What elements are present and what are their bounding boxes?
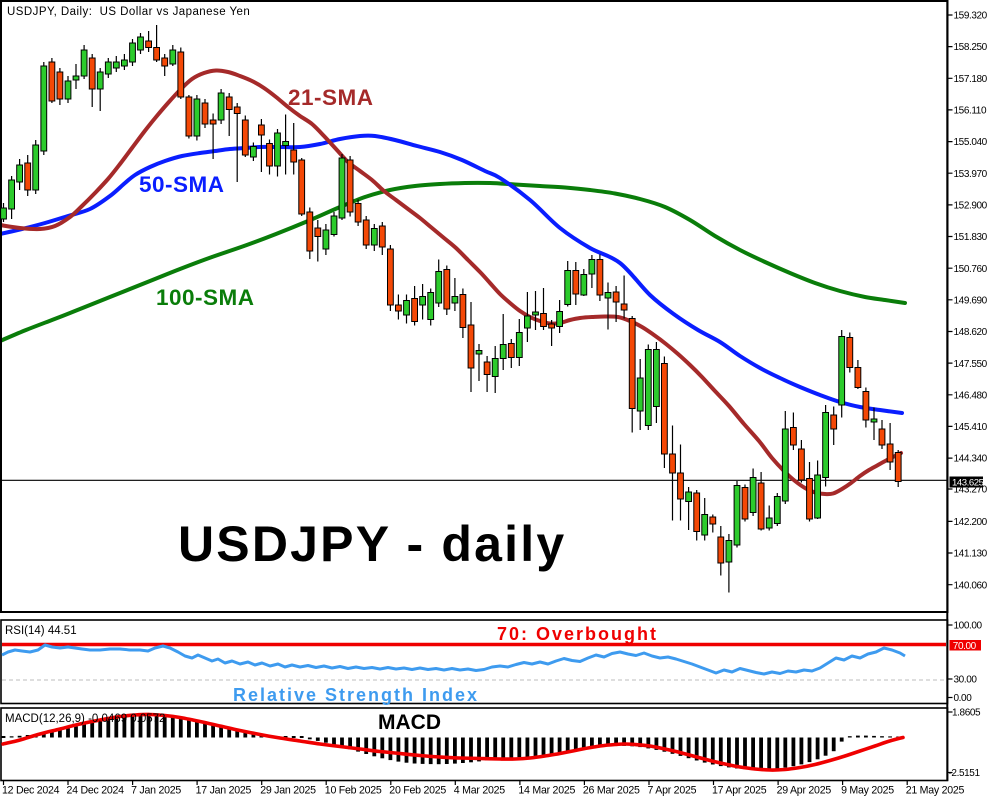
svg-text:26 Mar 2025: 26 Mar 2025 <box>583 785 640 797</box>
svg-text:30.00: 30.00 <box>954 675 978 686</box>
svg-text:7 Apr 2025: 7 Apr 2025 <box>648 785 697 797</box>
svg-text:7 Jan 2025: 7 Jan 2025 <box>131 785 181 797</box>
svg-text:140.060: 140.060 <box>954 580 988 591</box>
svg-text:149.690: 149.690 <box>954 295 988 306</box>
svg-text:153.970: 153.970 <box>954 169 988 180</box>
svg-text:USDJPY, Daily: US Dollar vs J: USDJPY, Daily: US Dollar vs Japanese Yen <box>7 6 250 18</box>
svg-text:157.180: 157.180 <box>954 74 988 85</box>
svg-text:50-SMA: 50-SMA <box>139 172 225 197</box>
svg-text:148.620: 148.620 <box>954 327 988 338</box>
svg-text:21 May 2025: 21 May 2025 <box>906 785 965 797</box>
svg-text:10 Feb 2025: 10 Feb 2025 <box>325 785 382 797</box>
svg-text:150.760: 150.760 <box>954 264 988 275</box>
svg-text:143.270: 143.270 <box>954 485 988 496</box>
svg-text:12 Dec 2024: 12 Dec 2024 <box>2 785 60 797</box>
svg-text:RSI(14) 44.51: RSI(14) 44.51 <box>5 625 77 637</box>
svg-text:0.00: 0.00 <box>954 693 973 704</box>
svg-text:146.480: 146.480 <box>954 390 988 401</box>
svg-text:100-SMA: 100-SMA <box>156 285 255 310</box>
svg-text:142.200: 142.200 <box>954 517 988 528</box>
svg-text:141.130: 141.130 <box>954 549 988 560</box>
svg-text:151.830: 151.830 <box>954 232 988 243</box>
svg-text:159.320: 159.320 <box>954 11 988 22</box>
svg-text:4 Mar 2025: 4 Mar 2025 <box>454 785 505 797</box>
svg-text:155.040: 155.040 <box>954 137 988 148</box>
svg-text:24 Dec 2024: 24 Dec 2024 <box>67 785 125 797</box>
svg-text:143.625: 143.625 <box>952 477 984 488</box>
svg-text:20 Feb 2025: 20 Feb 2025 <box>389 785 446 797</box>
svg-text:21-SMA: 21-SMA <box>288 85 374 110</box>
svg-text:MACD(12,26,9) -0.0469 0.0572: MACD(12,26,9) -0.0469 0.0572 <box>5 713 165 725</box>
svg-text:29 Jan 2025: 29 Jan 2025 <box>260 785 316 797</box>
svg-text:158.250: 158.250 <box>954 42 988 53</box>
svg-text:29 Apr 2025: 29 Apr 2025 <box>777 785 832 797</box>
svg-text:144.340: 144.340 <box>954 454 988 465</box>
svg-text:-2.5151: -2.5151 <box>949 768 981 779</box>
svg-text:1.8605: 1.8605 <box>952 708 981 719</box>
svg-text:145.410: 145.410 <box>954 422 988 433</box>
svg-text:147.550: 147.550 <box>954 359 988 370</box>
svg-text:156.110: 156.110 <box>954 106 987 117</box>
svg-text:70: Overbought: 70: Overbought <box>497 624 658 644</box>
svg-text:MACD: MACD <box>378 711 441 734</box>
svg-text:Relative Strength Index: Relative Strength Index <box>233 685 479 705</box>
svg-text:14 Mar 2025: 14 Mar 2025 <box>518 785 575 797</box>
svg-text:70.00: 70.00 <box>953 641 977 652</box>
svg-text:17 Apr 2025: 17 Apr 2025 <box>712 785 767 797</box>
svg-text:100.00: 100.00 <box>954 621 983 632</box>
svg-text:17 Jan 2025: 17 Jan 2025 <box>196 785 252 797</box>
svg-text:152.900: 152.900 <box>954 201 988 212</box>
svg-text:USDJPY - daily: USDJPY - daily <box>178 516 566 572</box>
svg-text:9 May 2025: 9 May 2025 <box>841 785 894 797</box>
